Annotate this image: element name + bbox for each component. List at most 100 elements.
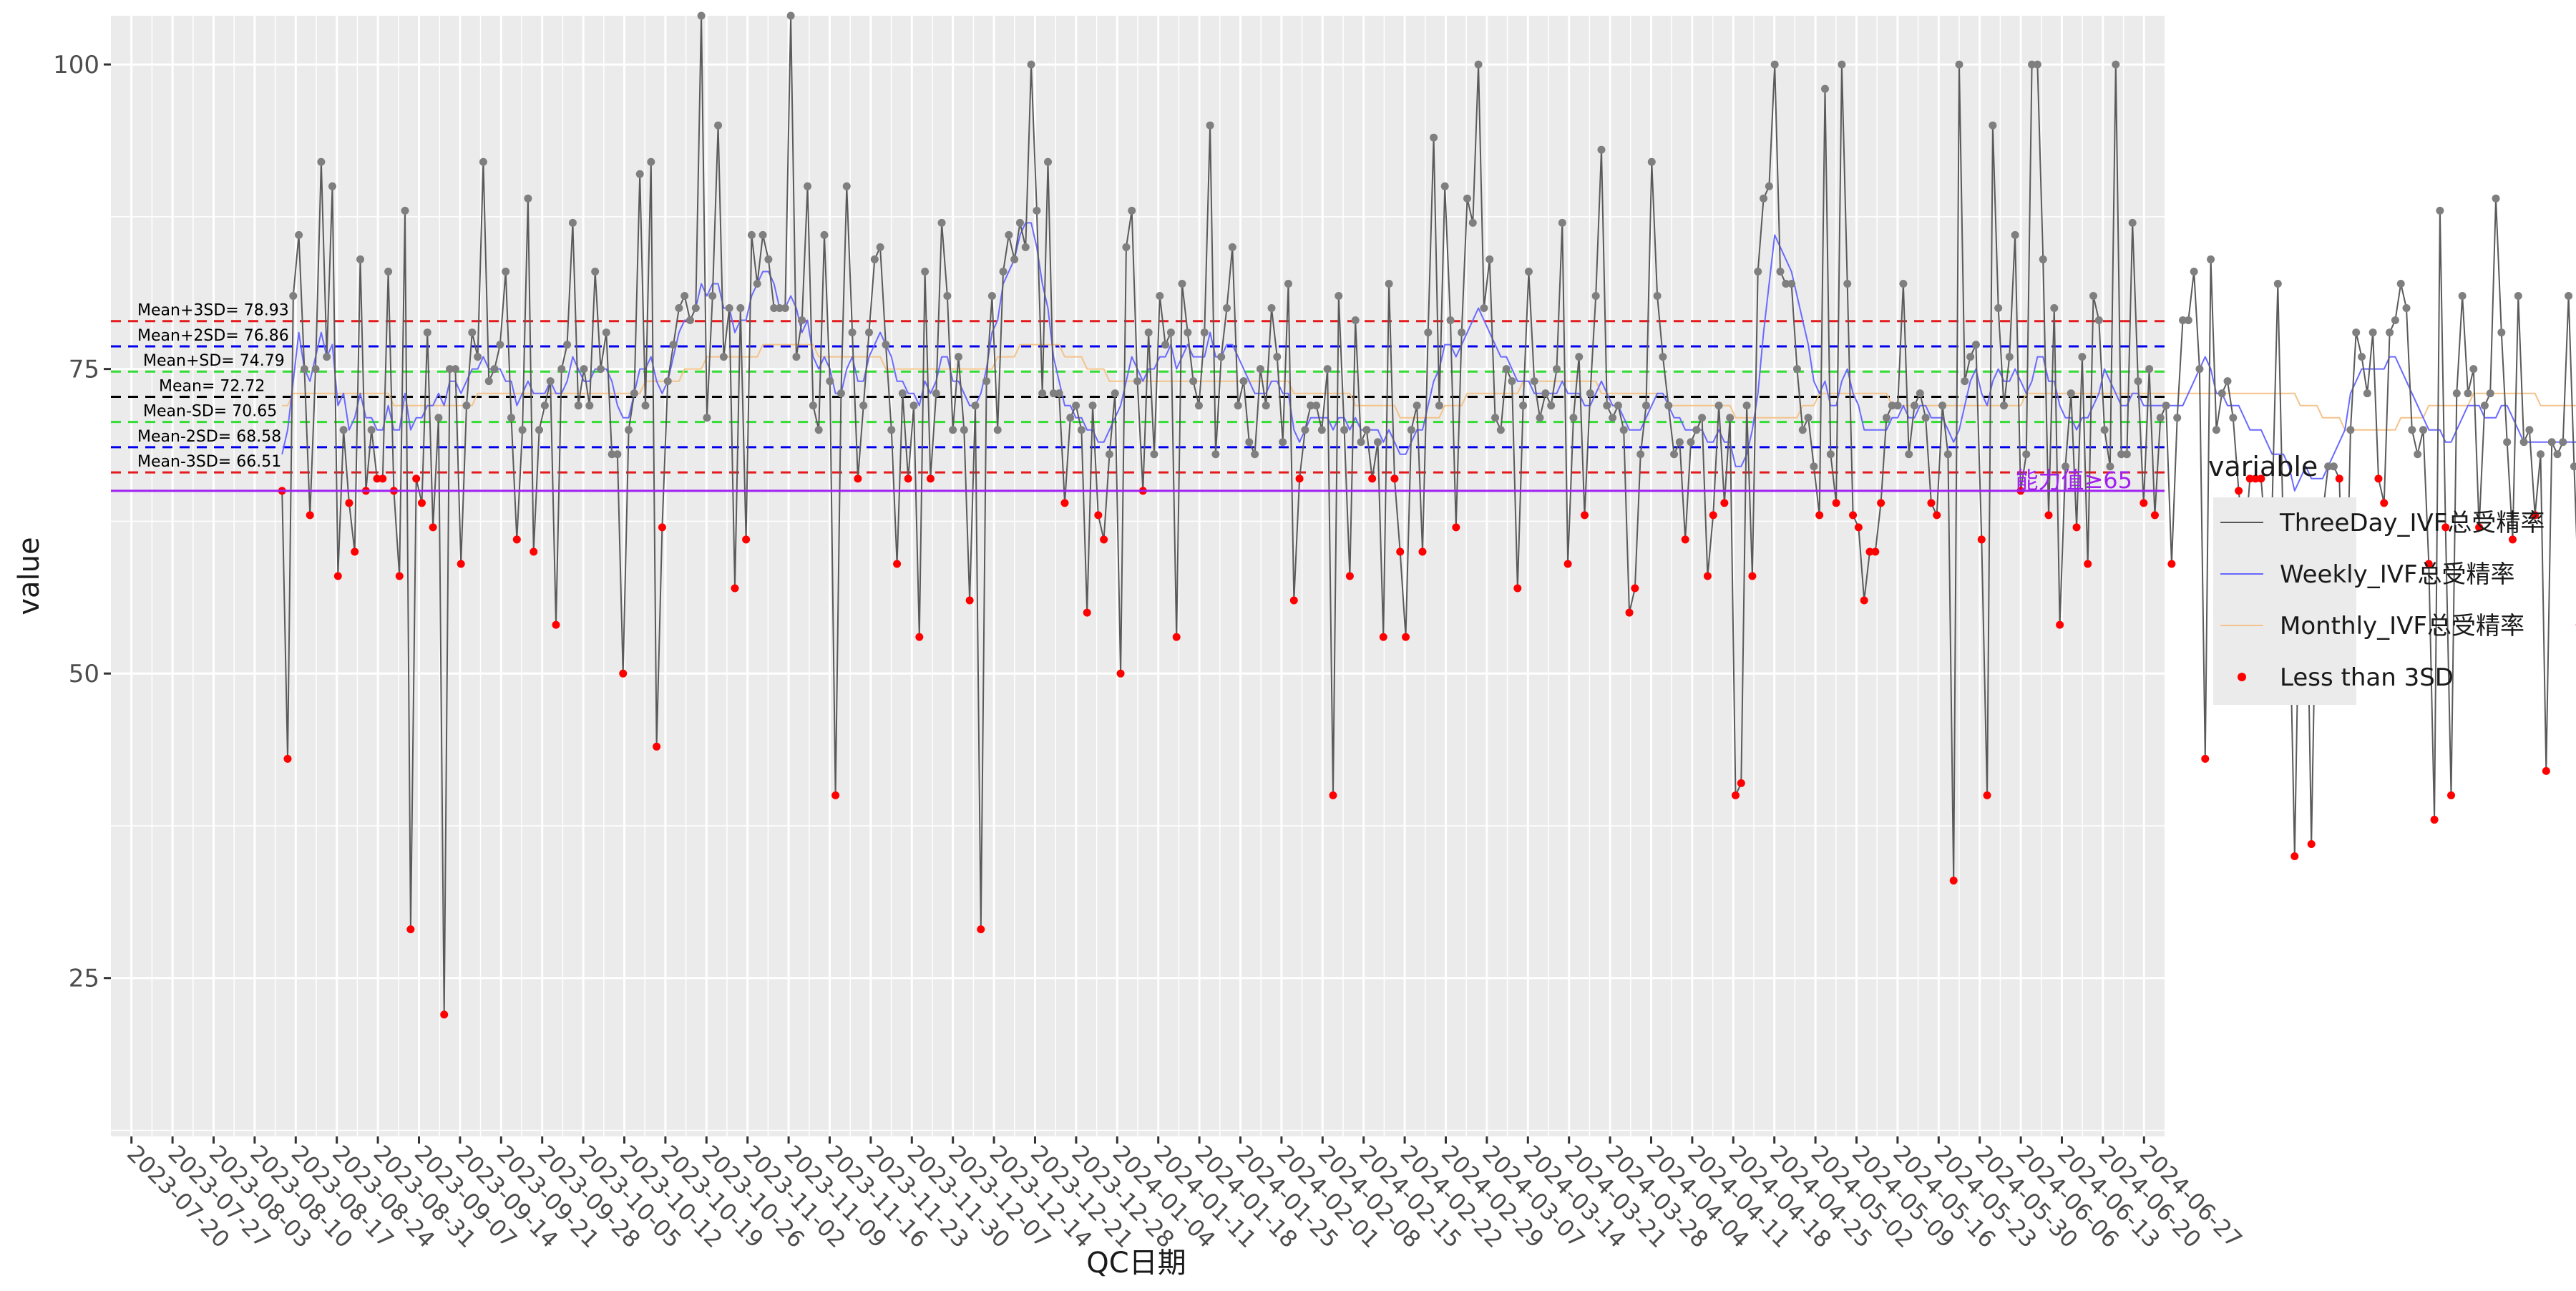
outlier-point: [1296, 474, 1304, 482]
data-point: [1922, 414, 1930, 422]
data-point: [910, 401, 918, 409]
data-point: [1485, 255, 1493, 263]
data-point: [613, 450, 621, 458]
outlier-point: [977, 925, 985, 933]
data-point: [1586, 389, 1594, 397]
outlier-point: [1060, 499, 1068, 507]
outlier-point: [418, 499, 426, 507]
data-point: [1206, 122, 1214, 130]
data-point: [1463, 195, 1471, 203]
data-point: [1385, 280, 1393, 288]
data-point: [882, 341, 889, 349]
outlier-point: [2336, 474, 2343, 482]
data-point: [877, 243, 884, 251]
data-point: [921, 268, 929, 276]
data-point: [1145, 328, 1153, 336]
data-point: [2224, 377, 2232, 385]
data-point: [1435, 401, 1443, 409]
data-point: [2403, 304, 2411, 312]
data-point: [2330, 462, 2338, 470]
data-point: [1765, 182, 1773, 190]
reference-line-label: Mean+2SD= 76.86: [137, 327, 289, 345]
data-point: [1503, 365, 1511, 373]
data-point: [1245, 438, 1253, 446]
outlier-point: [2542, 767, 2550, 775]
data-point: [1787, 280, 1795, 288]
data-point: [714, 122, 722, 130]
outlier-point: [831, 791, 839, 799]
outlier-point: [1626, 609, 1634, 617]
legend-entry-label: Less than 3SD: [2280, 663, 2454, 692]
data-point: [2218, 389, 2226, 397]
data-point: [1994, 304, 2002, 312]
outlier-point: [1329, 791, 1337, 799]
data-point: [1262, 401, 1270, 409]
data-point: [708, 292, 716, 300]
data-point: [1799, 426, 1807, 434]
reference-line-label: Mean-2SD= 68.58: [137, 428, 281, 446]
data-point: [1642, 401, 1650, 409]
outlier-point: [1452, 523, 1460, 531]
data-point: [468, 328, 476, 336]
data-point: [2469, 365, 2477, 373]
data-point: [519, 426, 527, 434]
outlier-point: [2073, 523, 2081, 531]
data-point: [1961, 377, 1968, 385]
data-point: [1497, 426, 1505, 434]
data-point: [1010, 255, 1018, 263]
data-point: [1335, 292, 1342, 300]
data-point: [2195, 365, 2203, 373]
data-point: [2011, 231, 2019, 239]
data-point: [289, 292, 297, 300]
outlier-point: [1855, 523, 1863, 531]
data-point: [1676, 438, 1684, 446]
data-point: [1519, 401, 1527, 409]
data-point: [1257, 365, 1264, 373]
data-point: [1318, 426, 1326, 434]
data-point: [1038, 389, 1046, 397]
data-point: [1072, 401, 1080, 409]
outlier-point: [396, 573, 404, 580]
data-point: [1664, 401, 1672, 409]
data-point: [1894, 401, 1902, 409]
data-point: [821, 231, 829, 239]
data-point: [680, 292, 688, 300]
data-point: [1670, 450, 1678, 458]
data-point: [2101, 426, 2109, 434]
outlier-point: [619, 670, 627, 678]
outlier-point: [2056, 621, 2064, 629]
data-point: [1458, 328, 1465, 336]
data-point: [1726, 414, 1734, 422]
outlier-point: [1290, 597, 1298, 605]
outlier-point: [1100, 535, 1108, 543]
data-point: [2363, 389, 2371, 397]
data-point: [2078, 353, 2086, 361]
data-point: [2000, 401, 2008, 409]
data-point: [2352, 328, 2360, 336]
data-point: [982, 377, 990, 385]
data-point: [792, 353, 800, 361]
data-point: [748, 231, 756, 239]
x-axis: 2023-07-202023-07-272023-08-032023-08-10…: [122, 1136, 2248, 1253]
x-axis-title: QC日期: [1086, 1247, 1186, 1280]
data-point: [2514, 292, 2522, 300]
data-point: [2408, 426, 2416, 434]
data-point: [401, 207, 409, 215]
data-point: [1106, 450, 1113, 458]
data-point: [2034, 61, 2041, 69]
data-point: [2123, 450, 2131, 458]
data-point: [1273, 353, 1281, 361]
outlier-point: [1732, 791, 1740, 799]
data-point: [602, 328, 610, 336]
data-point: [1362, 426, 1370, 434]
data-point: [960, 426, 968, 434]
outlier-point: [412, 474, 420, 482]
data-point: [1016, 219, 1024, 227]
data-point: [1525, 268, 1533, 276]
data-point: [1234, 401, 1242, 409]
reference-line-label: Mean-3SD= 66.51: [137, 453, 281, 471]
data-point: [547, 377, 555, 385]
data-point: [1324, 365, 1332, 373]
data-point: [1028, 61, 1035, 69]
outlier-point: [2235, 487, 2243, 495]
